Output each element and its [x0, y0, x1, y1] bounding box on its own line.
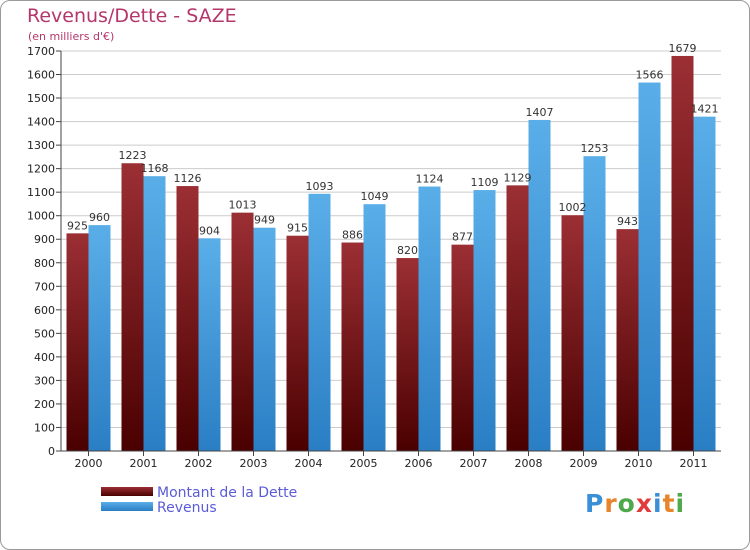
data-label-revenue: 1093: [306, 180, 334, 193]
x-tick-label: 2009: [570, 457, 598, 470]
logo-letter: i: [653, 489, 663, 518]
y-tick-label: 1400: [27, 116, 55, 129]
data-label-revenue: 1421: [691, 103, 719, 116]
y-tick-label: 500: [34, 327, 55, 340]
logo-letter: o: [617, 489, 636, 518]
x-tick-label: 2004: [295, 457, 323, 470]
logo-letter: t: [662, 489, 676, 518]
bar-revenue: [143, 176, 166, 452]
bar-debt: [121, 163, 144, 451]
x-tick-label: 2011: [680, 457, 708, 470]
y-tick-label: 1700: [27, 45, 55, 58]
y-tick-label: 1600: [27, 69, 55, 82]
data-label-debt: 915: [287, 222, 308, 235]
data-label-debt: 886: [342, 229, 363, 242]
y-tick-label: 200: [34, 398, 55, 411]
x-tick-label: 2007: [460, 457, 488, 470]
logo-letter: P: [585, 489, 605, 518]
data-label-revenue: 960: [89, 211, 110, 224]
legend-label-revenue: Revenus: [157, 500, 217, 516]
data-label-debt: 1129: [504, 171, 532, 184]
bar-revenue: [693, 116, 716, 451]
bar-debt: [451, 244, 474, 451]
bar-revenue: [638, 82, 661, 451]
logo-letter: r: [604, 489, 618, 518]
bar-debt: [506, 185, 529, 451]
data-label-revenue: 1049: [361, 190, 389, 203]
bar-revenue: [253, 227, 276, 451]
data-label-revenue: 1407: [526, 106, 554, 119]
bar-debt: [616, 229, 639, 451]
y-tick-label: 100: [34, 421, 55, 434]
legend-swatch-debt: [101, 487, 153, 496]
y-tick-label: 300: [34, 374, 55, 387]
bar-revenue: [88, 225, 111, 451]
y-tick-label: 1300: [27, 139, 55, 152]
bar-debt: [66, 233, 89, 451]
y-tick-label: 1000: [27, 210, 55, 223]
y-tick-label: 700: [34, 280, 55, 293]
data-label-debt: 943: [617, 215, 638, 228]
bar-revenue: [418, 186, 441, 451]
y-tick-label: 900: [34, 233, 55, 246]
y-tick-label: 800: [34, 257, 55, 270]
chart-title: Revenus/Dette - SAZE: [27, 5, 237, 27]
bar-revenue: [308, 193, 331, 451]
bar-revenue: [198, 238, 221, 451]
data-label-debt: 877: [452, 231, 473, 244]
data-label-debt: 1002: [559, 201, 587, 214]
y-tick-label: 1100: [27, 186, 55, 199]
bar-revenue: [528, 119, 551, 452]
data-label-debt: 925: [67, 219, 88, 232]
data-label-debt: 1013: [229, 199, 257, 212]
data-label-debt: 820: [397, 244, 418, 257]
data-label-debt: 1679: [669, 42, 697, 55]
data-label-revenue: 1566: [636, 69, 664, 82]
logo-letter: i: [675, 489, 686, 518]
legend-label-debt: Montant de la Dette: [157, 485, 298, 501]
data-label-revenue: 1124: [416, 173, 444, 186]
x-tick-label: 2010: [625, 457, 653, 470]
bar-debt: [396, 258, 419, 451]
bar-revenue: [583, 156, 606, 452]
y-tick-label: 600: [34, 304, 55, 317]
x-tick-label: 2006: [405, 457, 433, 470]
x-tick-label: 2005: [350, 457, 378, 470]
data-label-debt: 1126: [174, 172, 202, 185]
y-tick-label: 1200: [27, 163, 55, 176]
data-label-revenue: 1168: [141, 162, 169, 175]
bar-debt: [341, 242, 364, 451]
x-tick-label: 2003: [240, 457, 268, 470]
legend-swatch-revenue: [101, 502, 153, 511]
x-tick-label: 2000: [75, 457, 103, 470]
bar-debt: [561, 215, 584, 451]
bar-debt: [231, 212, 254, 451]
bar-debt: [286, 235, 309, 451]
y-tick-label: 400: [34, 351, 55, 364]
bar-debt: [671, 55, 694, 452]
proxiti-logo: Proxiti: [585, 489, 685, 518]
data-label-revenue: 904: [199, 224, 220, 237]
data-label-debt: 1223: [119, 149, 147, 162]
x-tick-label: 2001: [130, 457, 158, 470]
data-label-revenue: 949: [254, 214, 275, 227]
y-tick-label: 0: [48, 445, 55, 458]
y-tick-label: 1500: [27, 92, 55, 105]
bar-revenue: [473, 190, 496, 451]
x-tick-label: 2002: [185, 457, 213, 470]
chart-subtitle: (en milliers d'€): [28, 30, 115, 43]
x-tick-label: 2008: [515, 457, 543, 470]
data-label-revenue: 1109: [471, 176, 499, 189]
logo-letter: x: [635, 489, 653, 518]
data-label-revenue: 1253: [581, 142, 609, 155]
bar-debt: [176, 186, 199, 451]
bar-revenue: [363, 204, 386, 451]
